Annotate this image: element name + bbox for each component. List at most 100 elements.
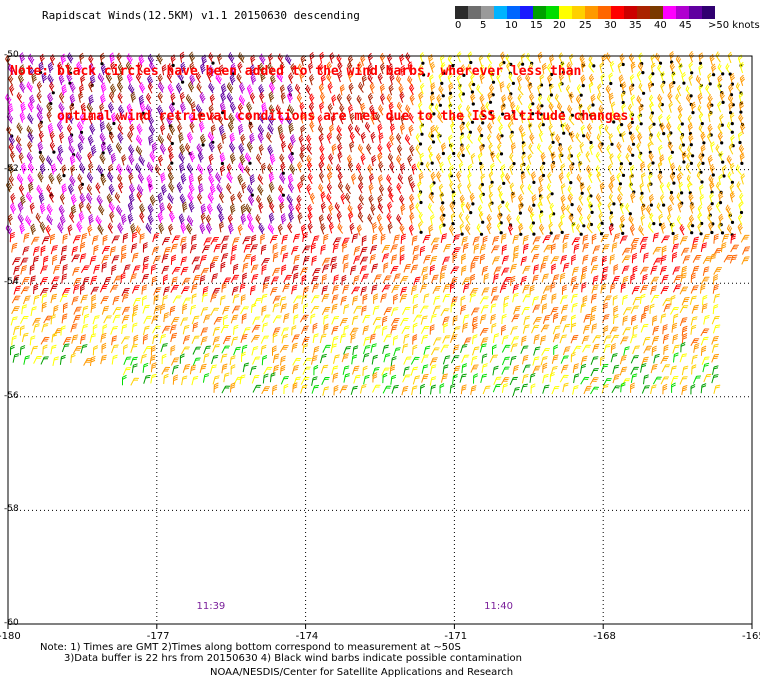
wind-barb — [318, 183, 324, 195]
wind-barb — [197, 174, 203, 186]
wind-barb — [290, 63, 296, 75]
wind-barb — [258, 144, 264, 156]
wind-barb — [442, 293, 451, 303]
wind-barb — [510, 142, 516, 154]
wind-barb — [220, 353, 228, 363]
wind-barb — [192, 346, 201, 355]
wind-barb — [690, 324, 697, 335]
wind-barb — [57, 61, 63, 74]
wind-barb — [493, 273, 499, 284]
wind-barb — [257, 173, 264, 185]
wind-barb — [429, 324, 435, 335]
wind-barb — [450, 334, 458, 343]
wind-barb — [617, 152, 622, 164]
wind-barb — [609, 153, 614, 165]
wind-barb — [460, 384, 467, 395]
wind-barb — [337, 222, 344, 234]
wind-barb — [449, 201, 455, 213]
qc-circle — [521, 62, 525, 66]
wind-barb — [671, 243, 679, 253]
wind-barb — [501, 244, 507, 255]
wind-barb — [509, 152, 515, 164]
wind-barb — [506, 214, 512, 226]
wind-barb — [700, 336, 709, 346]
wind-barb — [680, 342, 686, 353]
colorbar-label: 40 — [654, 20, 667, 31]
wind-barb — [608, 193, 615, 205]
wind-barb — [240, 213, 247, 225]
wind-barb — [218, 64, 224, 76]
wind-barb — [152, 334, 159, 344]
wind-barb — [390, 356, 397, 366]
wind-barb — [661, 364, 671, 373]
wind-barb — [550, 243, 556, 254]
wind-barb — [359, 246, 368, 256]
wind-barb — [13, 265, 21, 275]
colorbar-labels: 0 5 10 15 20 25 30 35 40 45 >50 knots — [450, 20, 760, 32]
wind-barb — [498, 61, 504, 73]
wind-barb — [50, 344, 57, 355]
wind-barb — [509, 182, 515, 194]
wind-barb — [528, 143, 534, 155]
wind-barb — [533, 334, 540, 345]
wind-barb — [533, 264, 540, 275]
wind-barb — [688, 74, 694, 86]
wind-barb — [120, 272, 126, 283]
qc-circle — [479, 232, 484, 236]
wind-barb — [617, 184, 624, 196]
wind-barb — [391, 284, 400, 294]
wind-barb — [723, 254, 733, 263]
wind-barb — [631, 252, 638, 264]
wind-barb — [421, 364, 429, 374]
wind-barb — [150, 362, 157, 373]
qc-circle — [281, 171, 285, 175]
wind-barb — [420, 326, 430, 334]
wind-barb — [659, 194, 665, 206]
wind-barb — [728, 83, 734, 95]
wind-barb — [657, 172, 663, 184]
wind-barb — [122, 374, 127, 386]
wind-barb — [86, 192, 93, 204]
wind-barb — [421, 354, 429, 364]
wind-barb — [319, 333, 327, 344]
wind-barb — [41, 71, 48, 84]
wind-barb — [721, 165, 727, 177]
wind-barb — [630, 61, 636, 73]
wind-barb — [419, 305, 429, 314]
wind-barb — [512, 386, 520, 397]
qc-circle — [170, 161, 174, 165]
wind-barb — [151, 246, 160, 256]
wind-barb — [261, 322, 269, 333]
wind-barb — [210, 256, 219, 265]
wind-barb — [131, 252, 139, 263]
wind-barb — [39, 288, 49, 296]
wind-barb — [602, 378, 612, 386]
wind-barb — [143, 315, 152, 324]
qc-circle — [418, 142, 423, 146]
wind-barb — [441, 142, 447, 154]
wind-barb — [472, 322, 478, 334]
wind-barb — [510, 275, 516, 286]
wind-barb — [362, 293, 368, 305]
wind-barb — [98, 204, 105, 216]
qc-circle — [618, 182, 623, 186]
wind-barb — [688, 192, 694, 205]
wind-barb — [117, 72, 124, 84]
wind-barb — [79, 162, 86, 174]
wind-barb — [73, 284, 80, 294]
wind-barb — [703, 314, 710, 325]
wind-barb — [628, 181, 635, 193]
wind-barb — [390, 307, 399, 317]
wind-barb — [609, 60, 615, 73]
wind-barb — [232, 263, 239, 274]
wind-barb — [370, 204, 376, 216]
wind-barb — [625, 202, 631, 214]
wind-barb — [80, 265, 90, 274]
wind-barb — [342, 242, 348, 253]
qc-circle — [691, 224, 695, 228]
wind-barb — [608, 213, 614, 226]
wind-barb — [729, 112, 735, 124]
wind-barb — [429, 255, 438, 265]
wind-barb — [363, 374, 370, 385]
wind-barb — [381, 245, 390, 254]
